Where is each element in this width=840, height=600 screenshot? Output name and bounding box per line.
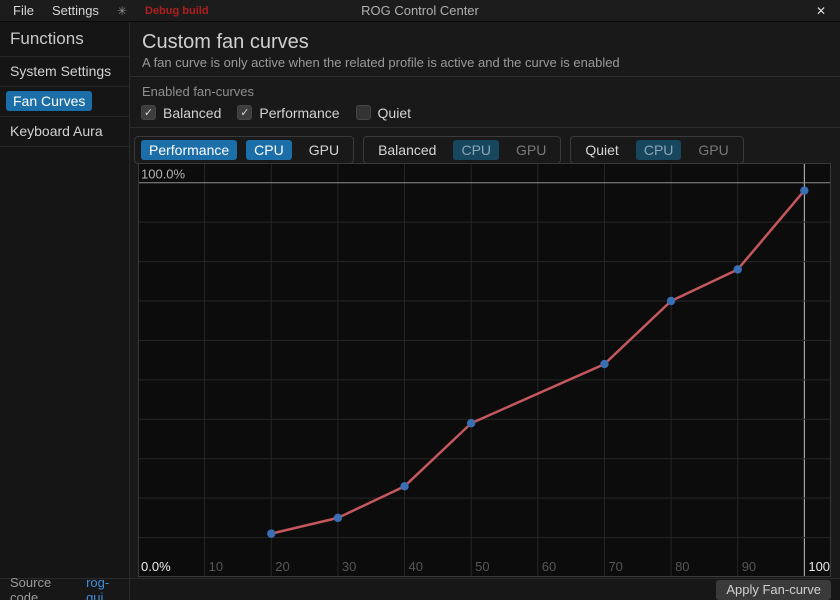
fan-curve-chart-frame: 10 20 30 40 50 60 70 80 90 100 100.0% 0.0% — [138, 163, 831, 577]
fan-tab-balanced-cpu[interactable]: CPU — [453, 140, 500, 160]
svg-text:90: 90 — [742, 559, 756, 574]
svg-text:80: 80 — [675, 559, 689, 574]
svg-text:100: 100 — [808, 559, 830, 574]
curve-point[interactable] — [400, 482, 409, 491]
divider — [130, 127, 840, 128]
curve-point[interactable] — [733, 265, 742, 274]
fan-tab-quiet-cpu[interactable]: CPU — [635, 140, 682, 160]
chart-border — [138, 163, 831, 577]
checkbox-quiet[interactable]: Quiet — [355, 104, 412, 121]
curve-point[interactable] — [666, 296, 676, 306]
enabled-fan-curves-label: Enabled fan-curves — [142, 84, 255, 99]
checkbox-performance[interactable]: ✓ Performance — [237, 104, 340, 121]
svg-text:50: 50 — [475, 559, 489, 574]
checkbox-label: Balanced — [163, 104, 222, 121]
svg-text:100.0%: 100.0% — [141, 167, 186, 182]
fan-group-quiet: Quiet CPU GPU — [570, 136, 744, 164]
svg-text:70: 70 — [608, 559, 622, 574]
menu-settings[interactable]: Settings — [51, 3, 99, 18]
curve-point[interactable] — [267, 529, 276, 538]
apply-fan-curve-button[interactable]: Apply Fan-curve — [716, 579, 831, 600]
debug-build-label: Debug build — [145, 4, 209, 17]
fan-tab-balanced-gpu[interactable]: GPU — [508, 140, 554, 160]
chart-axis-labels: 10 20 30 40 50 60 70 80 90 100 100.0% 0.0% — [141, 167, 830, 574]
sidebar-items: System Settings Fan Curves Keyboard Aura — [0, 57, 129, 147]
rog-gui-link[interactable]: rog-gui. — [86, 574, 110, 600]
fan-curve-chart[interactable]: 10 20 30 40 50 60 70 80 90 100 100.0% 0.0% — [138, 163, 831, 577]
curve-point[interactable] — [800, 186, 809, 195]
svg-text:40: 40 — [409, 559, 423, 574]
curve-point[interactable] — [600, 359, 609, 369]
fan-curve-tab-row: Performance CPU GPU Balanced CPU GPU Quiet CPU G… — [134, 136, 840, 164]
sidebar-item-label: Keyboard Aura — [10, 123, 103, 139]
sidebar-item-system-settings[interactable]: System Settings — [0, 57, 129, 87]
content-panel: Custom fan curves A fan curve is only ac… — [130, 22, 840, 578]
checkbox-label: Performance — [259, 104, 340, 121]
fan-group-performance: Performance CPU GPU — [134, 136, 355, 164]
fan-group-balanced: Balanced CPU GPU — [363, 136, 562, 164]
checkbox-checked-icon[interactable]: ✓ — [141, 105, 156, 120]
fan-tab-quiet-gpu[interactable]: GPU — [690, 140, 736, 160]
curve-point[interactable] — [466, 419, 476, 428]
fan-curve-line — [270, 189, 806, 535]
footer-actions: Apply Fan-curve — [130, 579, 840, 600]
page-subtitle: A fan curve is only active when the rela… — [142, 55, 620, 70]
source-code-note: Source code rog-gui. — [0, 575, 130, 600]
close-icon[interactable]: ✕ — [815, 3, 826, 18]
sidebar-item-label: Fan Curves — [6, 91, 93, 111]
page-title: Custom fan curves — [142, 31, 309, 53]
profile-tab-performance[interactable]: Performance — [141, 140, 238, 160]
checkbox-checked-icon[interactable]: ✓ — [237, 105, 253, 120]
fan-curve-points — [267, 186, 809, 538]
svg-text:60: 60 — [542, 559, 556, 574]
svg-text:0.0%: 0.0% — [141, 559, 171, 574]
fan-tab-performance-cpu[interactable]: CPU — [246, 140, 292, 160]
titlebar: File Settings ✳ Debug build ROG Control … — [0, 0, 840, 22]
svg-text:20: 20 — [275, 559, 289, 574]
menu-file[interactable]: File — [13, 3, 34, 18]
sidebar-header: Functions — [0, 22, 129, 57]
profile-tab-balanced[interactable]: Balanced — [370, 140, 444, 160]
fan-tab-performance-gpu[interactable]: GPU — [301, 140, 347, 160]
enabled-fan-curves-row: ✓ Balanced ✓ Performance Quiet — [141, 104, 840, 121]
profile-tab-quiet[interactable]: Quiet — [577, 140, 626, 160]
svg-text:10: 10 — [209, 559, 223, 574]
source-code-label: Source code — [10, 574, 52, 600]
divider — [130, 76, 840, 77]
checkbox-label: Quiet — [377, 104, 412, 121]
menubar: File Settings ✳ Debug build — [0, 3, 209, 18]
curve-point[interactable] — [333, 513, 343, 523]
theme-toggle-icon[interactable]: ✳ — [116, 3, 127, 18]
sidebar-item-label: System Settings — [10, 63, 112, 79]
footer: Source code rog-gui. Apply Fan-curve — [0, 575, 840, 600]
checkbox-unchecked-icon[interactable] — [355, 105, 371, 120]
chart-gridlines — [138, 163, 831, 577]
sidebar-item-keyboard-aura[interactable]: Keyboard Aura — [0, 117, 129, 147]
checkbox-balanced[interactable]: ✓ Balanced — [141, 105, 221, 121]
sidebar-item-fan-curves[interactable]: Fan Curves — [0, 87, 129, 117]
sidebar: Functions System Settings Fan Curves Keybo… — [0, 22, 130, 578]
main-area: Functions System Settings Fan Curves Keybo… — [0, 22, 840, 578]
svg-text:30: 30 — [342, 559, 356, 574]
